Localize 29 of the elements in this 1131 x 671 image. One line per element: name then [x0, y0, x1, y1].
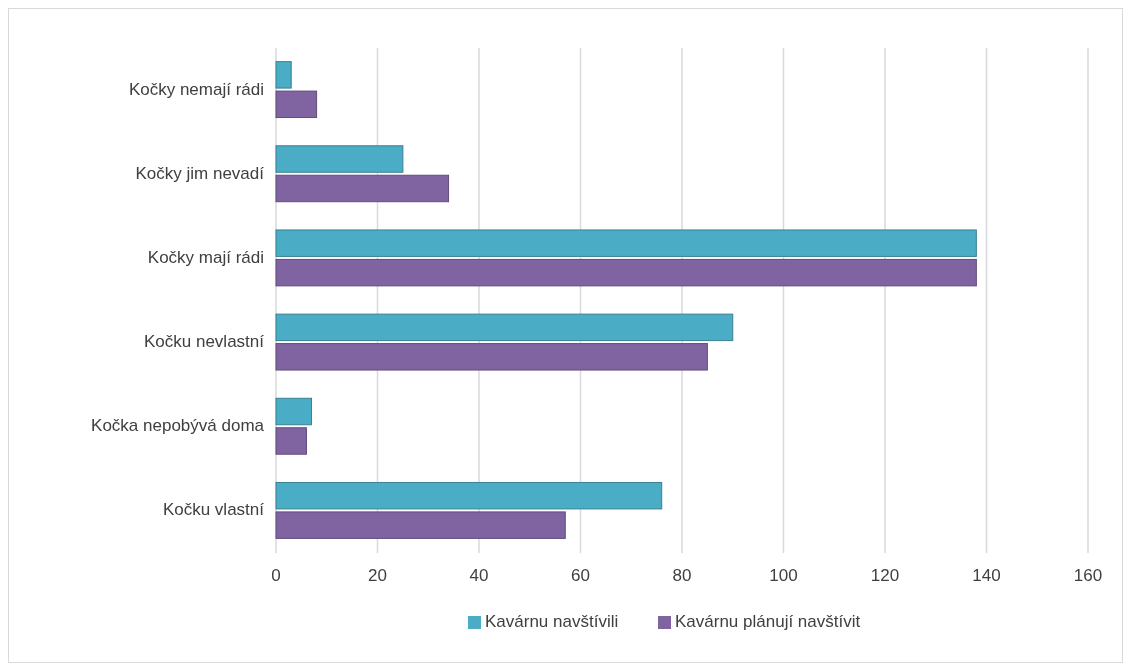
y-tick-label: Kočky jim nevadí	[135, 163, 265, 183]
bar	[275, 427, 307, 455]
x-tick-label: 40	[469, 566, 489, 585]
x-tick-label: 60	[571, 566, 590, 585]
legend-label: Kavárnu plánují navštívit	[675, 612, 861, 632]
y-tick-label: Kočku nevlastní	[143, 332, 265, 352]
x-tick-label: 140	[972, 566, 1001, 585]
bar	[275, 397, 313, 426]
bar	[275, 174, 450, 203]
bar	[275, 258, 977, 287]
bar	[275, 511, 566, 539]
x-tick-label: 120	[870, 566, 900, 585]
x-tick-label: 100	[769, 566, 798, 585]
x-tick-label: 0	[271, 566, 281, 585]
bar	[275, 313, 734, 342]
bar	[275, 145, 404, 173]
y-tick-label: Kočka nepobývá doma	[91, 416, 265, 436]
bar	[275, 229, 977, 257]
legend-label: Kavárnu navštívili	[485, 612, 619, 632]
y-tick-label: Kočky mají rádi	[147, 247, 264, 267]
bar	[275, 481, 663, 510]
x-tick-label: 80	[672, 566, 692, 585]
y-tick-label: Kočky nemají rádi	[128, 79, 264, 99]
bar	[275, 61, 292, 89]
bar	[275, 343, 708, 371]
bar	[275, 90, 318, 119]
x-tick-label: 20	[368, 566, 387, 585]
x-tick-label: 160	[1073, 566, 1103, 585]
y-tick-label: Kočku vlastní	[162, 500, 265, 520]
